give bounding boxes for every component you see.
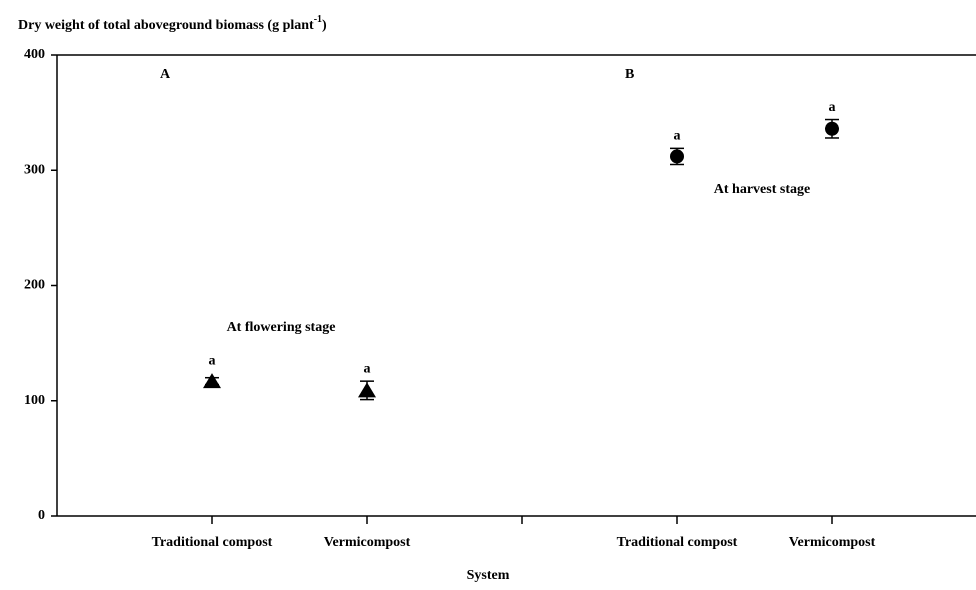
x-tick-label: Vermicompost <box>789 535 876 550</box>
panel-label: B <box>625 67 634 82</box>
x-tick-label: Vermicompost <box>324 535 411 550</box>
marker <box>825 121 839 136</box>
significance-letter: a <box>829 100 836 115</box>
significance-letter: a <box>674 129 681 144</box>
marker <box>203 373 221 389</box>
y-tick-label: 400 <box>24 47 45 62</box>
y-tick-label: 0 <box>38 508 45 523</box>
y-tick-label: 200 <box>24 278 45 293</box>
significance-letter: a <box>209 353 216 368</box>
significance-letter: a <box>364 361 371 376</box>
x-tick-label: Traditional compost <box>617 535 738 550</box>
x-axis-label: System <box>467 568 510 583</box>
annotation: At flowering stage <box>227 320 336 335</box>
y-tick-label: 300 <box>24 162 45 177</box>
y-label-sup: -1 <box>314 14 322 25</box>
y-label-end: ) <box>322 18 327 33</box>
y-axis-label: Dry weight of total aboveground biomass … <box>18 14 327 33</box>
y-label-main: Dry weight of total aboveground biomass … <box>18 18 314 33</box>
marker <box>358 382 376 398</box>
panel-label: A <box>160 67 171 82</box>
y-tick-label: 100 <box>24 393 45 408</box>
x-tick-label: Traditional compost <box>152 535 273 550</box>
annotation: At harvest stage <box>714 182 810 197</box>
marker <box>670 149 684 164</box>
